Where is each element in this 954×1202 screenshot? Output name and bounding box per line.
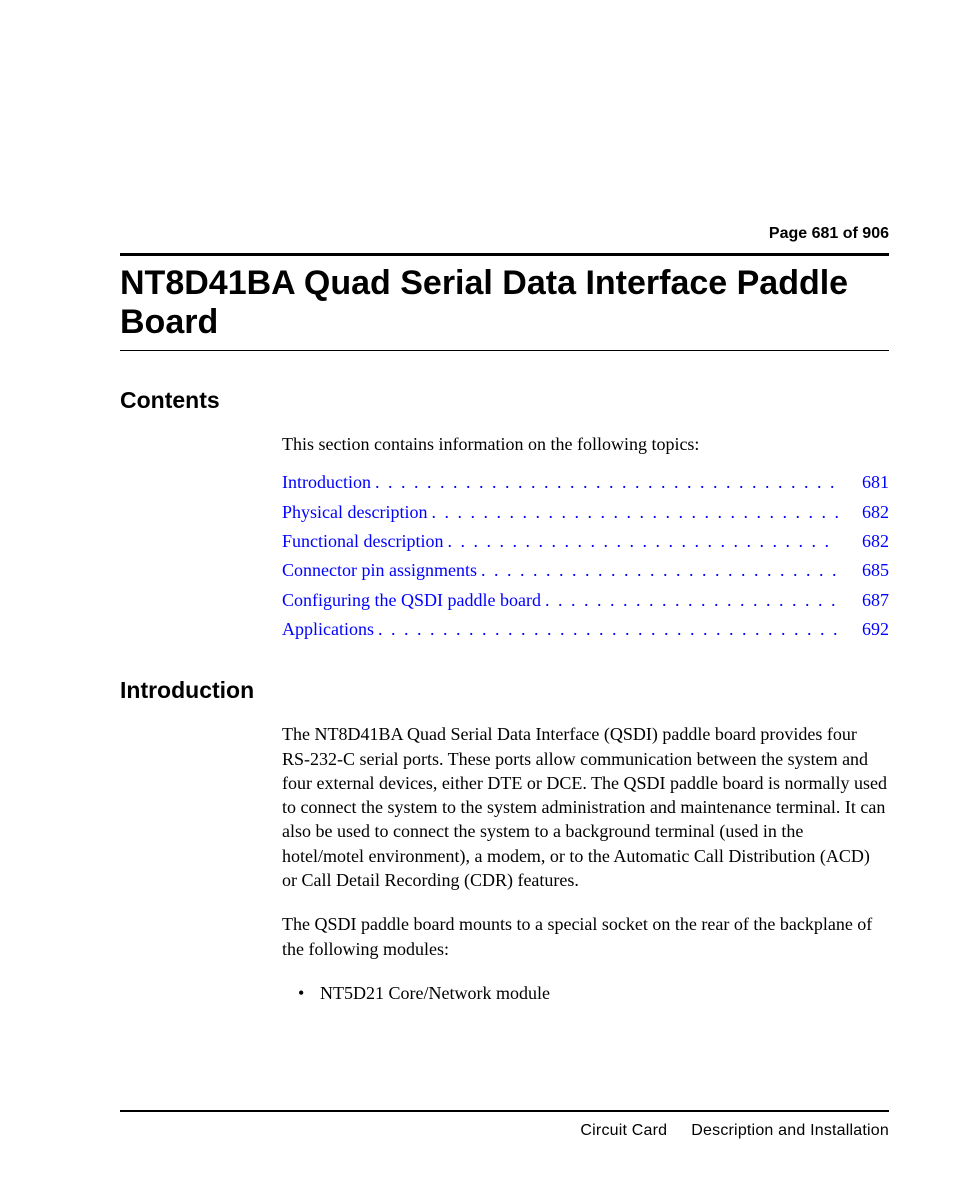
toc-leader-dots	[541, 588, 838, 612]
toc-row: Introduction 681	[282, 470, 889, 494]
toc-link[interactable]: Functional description	[282, 529, 443, 553]
toc: Introduction 681 Physical description 68…	[282, 470, 889, 641]
contents-intro: This section contains information on the…	[282, 432, 889, 456]
footer-text: Circuit Card Description and Installation	[120, 1122, 889, 1140]
contents-body: This section contains information on the…	[282, 432, 889, 641]
toc-page-link[interactable]: 681	[838, 470, 889, 494]
footer-rule	[120, 1110, 889, 1112]
content-area: Page 681 of 906 NT8D41BA Quad Serial Dat…	[120, 225, 889, 1009]
toc-row: Physical description 682	[282, 500, 889, 524]
list-item: NT5D21 Core/Network module	[304, 981, 889, 1005]
intro-bullet-list: NT5D21 Core/Network module	[282, 981, 889, 1005]
toc-row: Functional description 682	[282, 529, 889, 553]
toc-leader-dots	[371, 470, 838, 494]
toc-link[interactable]: Connector pin assignments	[282, 558, 477, 582]
toc-link[interactable]: Configuring the QSDI paddle board	[282, 588, 541, 612]
contents-heading: Contents	[120, 387, 889, 414]
footer-left: Circuit Card	[580, 1122, 667, 1139]
toc-leader-dots	[477, 558, 838, 582]
toc-page-link[interactable]: 682	[838, 529, 889, 553]
toc-link[interactable]: Physical description	[282, 500, 427, 524]
toc-page-link[interactable]: 692	[838, 617, 889, 641]
toc-leader-dots	[374, 617, 838, 641]
introduction-heading: Introduction	[120, 677, 889, 704]
toc-row: Applications 692	[282, 617, 889, 641]
introduction-body: The NT8D41BA Quad Serial Data Interface …	[282, 722, 889, 1005]
title-rule-bottom	[120, 350, 889, 351]
document-page: Page 681 of 906 NT8D41BA Quad Serial Dat…	[0, 0, 954, 1202]
toc-link[interactable]: Applications	[282, 617, 374, 641]
footer: Circuit Card Description and Installation	[120, 1110, 889, 1140]
intro-paragraph-1: The NT8D41BA Quad Serial Data Interface …	[282, 722, 889, 892]
toc-row: Configuring the QSDI paddle board 687	[282, 588, 889, 612]
toc-page-link[interactable]: 687	[838, 588, 889, 612]
title-rule-top	[120, 253, 889, 256]
intro-paragraph-2: The QSDI paddle board mounts to a specia…	[282, 912, 889, 961]
toc-page-link[interactable]: 685	[838, 558, 889, 582]
toc-page-link[interactable]: 682	[838, 500, 889, 524]
footer-right: Description and Installation	[691, 1122, 889, 1139]
toc-leader-dots	[443, 529, 838, 553]
toc-link[interactable]: Introduction	[282, 470, 371, 494]
toc-row: Connector pin assignments 685	[282, 558, 889, 582]
toc-leader-dots	[427, 500, 838, 524]
page-number-label: Page 681 of 906	[120, 225, 889, 243]
page-title: NT8D41BA Quad Serial Data Interface Padd…	[120, 264, 889, 342]
